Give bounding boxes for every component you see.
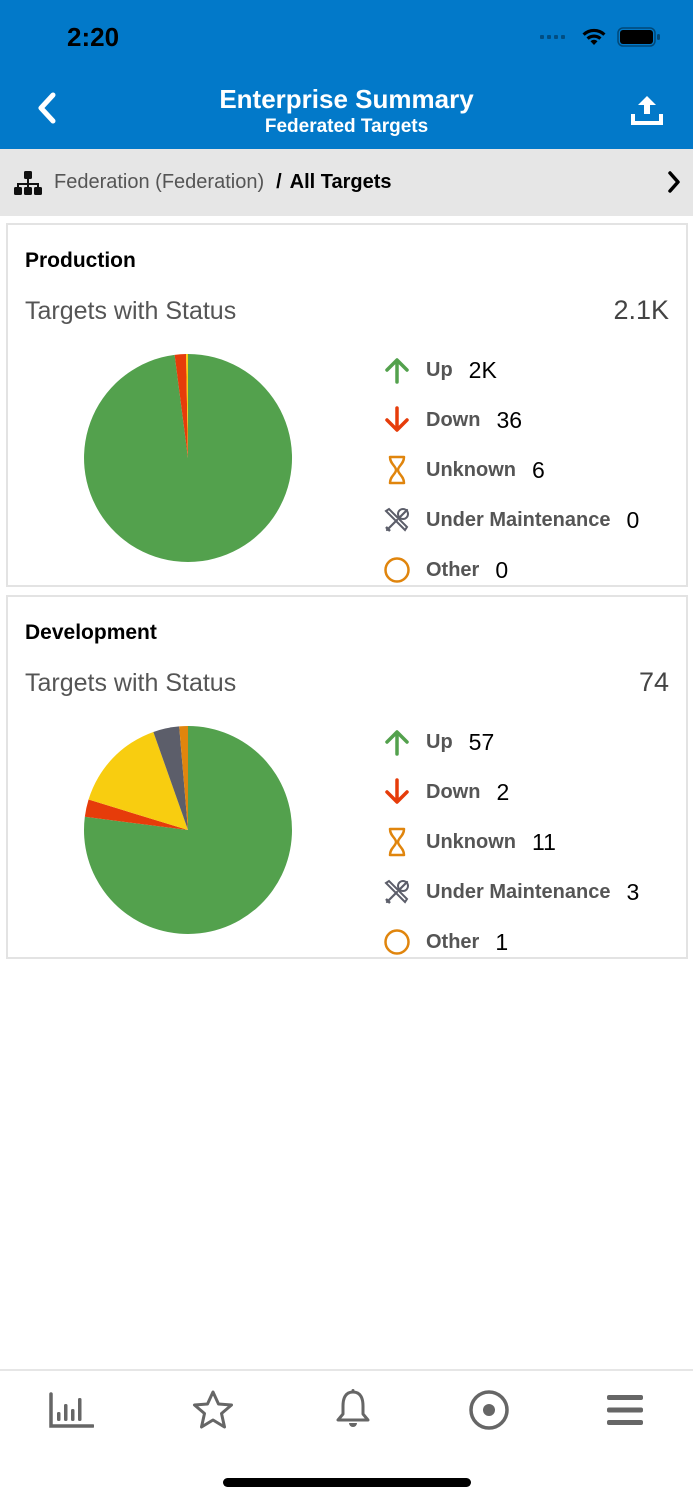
legend-value: 6 [532,456,545,483]
legend-value: 11 [532,828,556,855]
legend-value: 0 [495,556,509,583]
upload-icon [631,96,663,125]
legend-item-unknown[interactable]: Unknown 6 [382,445,639,495]
card-title: Development [25,621,157,644]
legend-item-down[interactable]: Down 36 [382,395,639,445]
back-button[interactable] [30,88,64,128]
legend-value: 36 [496,406,523,433]
legend-label: Other [426,558,480,581]
legend-value: 0 [626,506,640,533]
hourglass-icon [382,455,412,485]
arrow-up-icon [382,355,412,385]
menu-icon [607,1395,643,1425]
status-pie-chart[interactable] [83,725,293,935]
legend-label: Up [426,730,453,753]
legend-item-up[interactable]: Up 2K [382,345,639,395]
legend-value: 2K [468,356,497,383]
arrow-down-icon [382,777,412,807]
breadcrumb-current: All Targets [289,171,392,193]
tools-icon [382,505,412,535]
status-card-development[interactable]: Development Targets with Status 74 Up 57… [6,595,688,959]
legend-label: Unknown [426,830,516,853]
cellular-signal-icon [540,35,565,39]
app-header: 2:20 Enterprise Summary Federated Target… [0,0,693,149]
legend-value: 2 [496,778,510,805]
status-legend: Up 2K Down 36 Unknown 6 Under Maintenanc… [382,345,639,595]
card-subtitle: Targets with Status [25,669,237,697]
legend-item-up[interactable]: Up 57 [382,717,639,767]
arrow-down-icon [382,405,412,435]
tab-menu[interactable] [600,1385,650,1435]
legend-value: 57 [468,728,495,755]
legend-label: Under Maintenance [426,880,611,903]
hierarchy-icon [14,170,42,195]
star-icon [193,1390,233,1429]
title-block: Enterprise Summary Federated Targets [0,83,693,139]
tab-dashboard[interactable] [46,1385,96,1435]
card-subtitle: Targets with Status [25,297,237,325]
tab-notifications[interactable] [328,1385,378,1435]
page-title: Enterprise Summary [219,84,474,114]
legend-item-under-maintenance[interactable]: Under Maintenance 3 [382,867,639,917]
card-total: 74 [638,667,669,697]
legend-label: Under Maintenance [426,508,611,531]
legend-item-under-maintenance[interactable]: Under Maintenance 0 [382,495,639,545]
breadcrumb-separator: / [276,171,282,193]
legend-label: Other [426,930,480,953]
circle-icon [382,927,412,957]
share-button[interactable] [629,92,665,128]
tab-targets[interactable] [464,1385,514,1435]
status-time: 2:20 [67,22,120,52]
legend-value: 3 [626,878,640,905]
status-pie-chart[interactable] [83,353,293,563]
tools-icon [382,877,412,907]
page-subtitle: Federated Targets [264,116,429,137]
legend-label: Down [426,780,481,803]
circle-icon [382,555,412,585]
status-icons [540,26,661,48]
card-total: 2.1K [613,295,669,325]
hourglass-icon [382,827,412,857]
wifi-icon [582,28,606,45]
legend-item-unknown[interactable]: Unknown 11 [382,817,639,867]
card-title: Production [25,249,136,272]
legend-label: Unknown [426,458,516,481]
arrow-up-icon [382,727,412,757]
chevron-right-icon[interactable] [665,169,683,195]
legend-item-other[interactable]: Other 0 [382,545,639,595]
status-legend: Up 57 Down 2 Unknown 11 Under Maintenanc… [382,717,639,967]
legend-value: 1 [495,928,509,955]
legend-item-down[interactable]: Down 2 [382,767,639,817]
bell-icon [336,1389,370,1427]
home-indicator [223,1478,471,1487]
tab-bar [0,1369,693,1500]
battery-icon [617,27,660,47]
chart-icon [49,1392,94,1428]
chevron-left-icon [38,92,56,124]
status-card-production[interactable]: Production Targets with Status 2.1K Up 2… [6,223,688,587]
tab-favorites[interactable] [188,1385,238,1435]
breadcrumb[interactable]: Federation (Federation) / All Targets [0,149,693,216]
breadcrumb-parent[interactable]: Federation (Federation) [54,171,265,193]
legend-item-other[interactable]: Other 1 [382,917,639,967]
target-icon [469,1390,509,1430]
legend-label: Up [426,358,453,381]
legend-label: Down [426,408,481,431]
